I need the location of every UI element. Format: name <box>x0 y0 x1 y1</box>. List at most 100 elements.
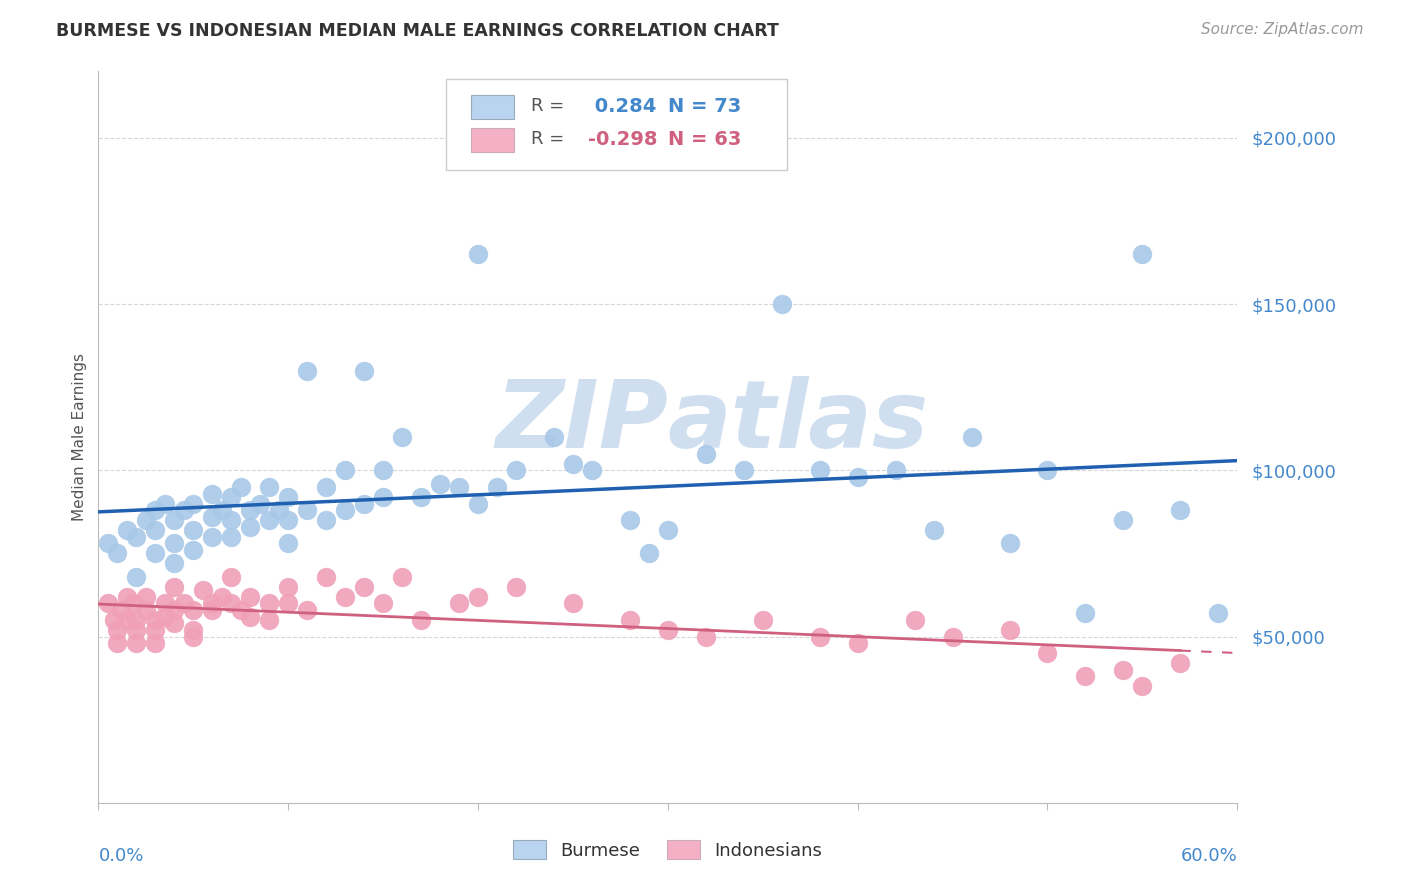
Point <box>770 297 793 311</box>
Point <box>543 430 565 444</box>
Point <box>277 490 299 504</box>
Point <box>449 480 471 494</box>
Point <box>335 463 357 477</box>
Point <box>135 603 157 617</box>
Point <box>183 497 205 511</box>
Point <box>163 616 186 631</box>
Point <box>183 623 205 637</box>
Text: R =: R = <box>531 97 571 115</box>
Point <box>163 536 186 550</box>
Point <box>638 546 661 560</box>
Point <box>1074 607 1097 621</box>
Point <box>1170 503 1192 517</box>
Point <box>277 513 299 527</box>
Point <box>429 476 451 491</box>
Point <box>125 530 148 544</box>
Point <box>467 247 489 261</box>
Point <box>808 463 831 477</box>
Point <box>221 513 243 527</box>
Point <box>581 463 603 477</box>
Point <box>221 530 243 544</box>
Point <box>249 497 271 511</box>
Point <box>297 363 319 377</box>
Point <box>183 630 205 644</box>
Point <box>125 613 148 627</box>
Point <box>163 557 186 571</box>
Point <box>259 513 281 527</box>
Point <box>183 603 205 617</box>
Point <box>103 613 125 627</box>
Point <box>315 570 337 584</box>
Point <box>371 596 394 610</box>
Point <box>562 596 585 610</box>
Point <box>121 596 143 610</box>
Point <box>277 580 299 594</box>
Point <box>239 590 262 604</box>
Point <box>145 523 167 537</box>
Point <box>145 503 167 517</box>
Point <box>752 613 775 627</box>
Point <box>229 480 252 494</box>
Point <box>277 596 299 610</box>
Point <box>467 590 489 604</box>
Point <box>221 570 243 584</box>
Point <box>277 536 299 550</box>
Point <box>163 513 186 527</box>
Point <box>353 580 375 594</box>
Text: 0.0%: 0.0% <box>98 847 143 864</box>
Point <box>153 609 176 624</box>
Point <box>1208 607 1230 621</box>
Point <box>1074 669 1097 683</box>
Text: BURMESE VS INDONESIAN MEDIAN MALE EARNINGS CORRELATION CHART: BURMESE VS INDONESIAN MEDIAN MALE EARNIN… <box>56 22 779 40</box>
FancyBboxPatch shape <box>446 78 787 170</box>
Point <box>183 523 205 537</box>
Point <box>619 513 641 527</box>
Point <box>695 447 717 461</box>
Point <box>259 596 281 610</box>
Point <box>221 490 243 504</box>
Point <box>259 613 281 627</box>
Point <box>562 457 585 471</box>
Point <box>1036 646 1059 660</box>
Point <box>145 546 167 560</box>
Point <box>239 503 262 517</box>
Point <box>173 503 195 517</box>
Point <box>135 513 157 527</box>
Point <box>1112 663 1135 677</box>
Point <box>1112 513 1135 527</box>
Point <box>391 430 413 444</box>
Point <box>998 623 1021 637</box>
Point <box>998 536 1021 550</box>
Point <box>107 636 129 650</box>
Point <box>221 596 243 610</box>
Point <box>145 623 167 637</box>
Point <box>163 580 186 594</box>
Point <box>239 609 262 624</box>
Point <box>201 530 224 544</box>
Point <box>125 623 148 637</box>
Text: ZIP: ZIP <box>495 376 668 468</box>
Point <box>183 543 205 558</box>
Point <box>486 480 509 494</box>
Point <box>125 570 148 584</box>
Text: atlas: atlas <box>668 376 929 468</box>
Point <box>97 536 120 550</box>
Point <box>259 480 281 494</box>
Point <box>467 497 489 511</box>
Point <box>1132 247 1154 261</box>
Text: -0.298: -0.298 <box>588 130 658 149</box>
Point <box>505 580 527 594</box>
Point <box>110 603 132 617</box>
Point <box>371 463 394 477</box>
Point <box>107 623 129 637</box>
Point <box>808 630 831 644</box>
Point <box>449 596 471 610</box>
Point <box>733 463 755 477</box>
Point <box>115 590 138 604</box>
Point <box>1132 680 1154 694</box>
Point <box>315 513 337 527</box>
Point <box>135 590 157 604</box>
Point <box>97 596 120 610</box>
Point <box>229 603 252 617</box>
Point <box>353 497 375 511</box>
